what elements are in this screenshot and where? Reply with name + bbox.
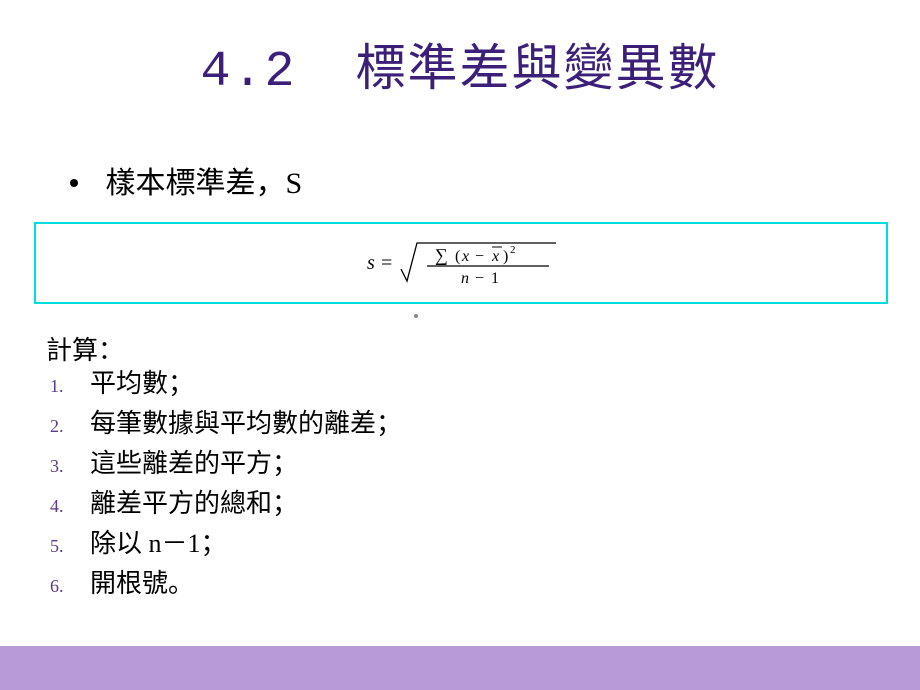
svg-text:1: 1: [491, 270, 499, 287]
svg-text:x: x: [461, 248, 469, 265]
svg-text:2: 2: [510, 244, 516, 256]
svg-text:=: =: [381, 252, 392, 274]
main-bullet: 樣本標準差，S: [70, 158, 302, 202]
calc-label: 計算：: [46, 330, 124, 367]
step-number: 3.: [46, 447, 90, 485]
step-number: 2.: [46, 407, 90, 445]
formula-box: s = ∑ ( x − x ) 2 n − 1: [34, 222, 888, 304]
formula-svg: s = ∑ ( x − x ) 2 n − 1: [361, 233, 561, 293]
svg-text:−: −: [475, 248, 484, 265]
step-number: 6.: [46, 567, 90, 605]
step-6: 6.開根號。: [46, 565, 402, 605]
step-number: 4.: [46, 487, 90, 525]
steps-list: 1.平均數；2.每筆數據與平均數的離差；3.這些離差的平方；4.離差平方的總和；…: [46, 365, 402, 605]
step-1: 1.平均數；: [46, 365, 402, 405]
slide: 4.2 標準差與變異數 樣本標準差，S s = ∑ ( x − x ) 2 n: [0, 0, 920, 690]
bottom-bar: [0, 646, 920, 690]
step-number: 5.: [46, 527, 90, 565]
main-bullet-text: 樣本標準差，S: [106, 167, 303, 200]
step-text: 這些離差的平方；: [90, 445, 298, 483]
bullet-icon: [70, 179, 78, 187]
small-dot-icon: [414, 314, 418, 318]
step-3: 3.這些離差的平方；: [46, 445, 402, 485]
svg-text:−: −: [475, 270, 484, 287]
title-text: 標準差與變異數: [356, 40, 720, 96]
svg-text:): ): [503, 248, 508, 265]
step-4: 4.離差平方的總和；: [46, 485, 402, 525]
svg-text:n: n: [461, 270, 469, 287]
step-text: 開根號。: [90, 565, 194, 603]
step-number: 1.: [46, 367, 90, 405]
svg-text:s: s: [367, 252, 375, 274]
step-text: 平均數；: [90, 365, 194, 403]
step-text: 離差平方的總和；: [90, 485, 298, 523]
step-2: 2.每筆數據與平均數的離差；: [46, 405, 402, 445]
step-text: 每筆數據與平均數的離差；: [90, 405, 402, 443]
svg-text:(: (: [455, 248, 460, 265]
svg-text:∑: ∑: [435, 245, 448, 265]
section-number: 4.2: [200, 44, 296, 101]
step-text: 除以 n－1；: [90, 525, 227, 563]
slide-title: 4.2 標準差與變異數: [0, 28, 920, 101]
step-5: 5.除以 n－1；: [46, 525, 402, 565]
svg-text:x: x: [491, 248, 499, 265]
